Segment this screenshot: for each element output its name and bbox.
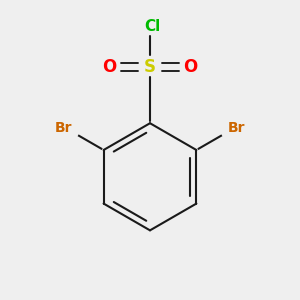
Text: O: O bbox=[102, 58, 116, 76]
Text: Cl: Cl bbox=[145, 19, 161, 34]
Text: Br: Br bbox=[227, 121, 245, 135]
Text: Br: Br bbox=[55, 121, 73, 135]
Text: O: O bbox=[184, 58, 198, 76]
Text: S: S bbox=[144, 58, 156, 76]
